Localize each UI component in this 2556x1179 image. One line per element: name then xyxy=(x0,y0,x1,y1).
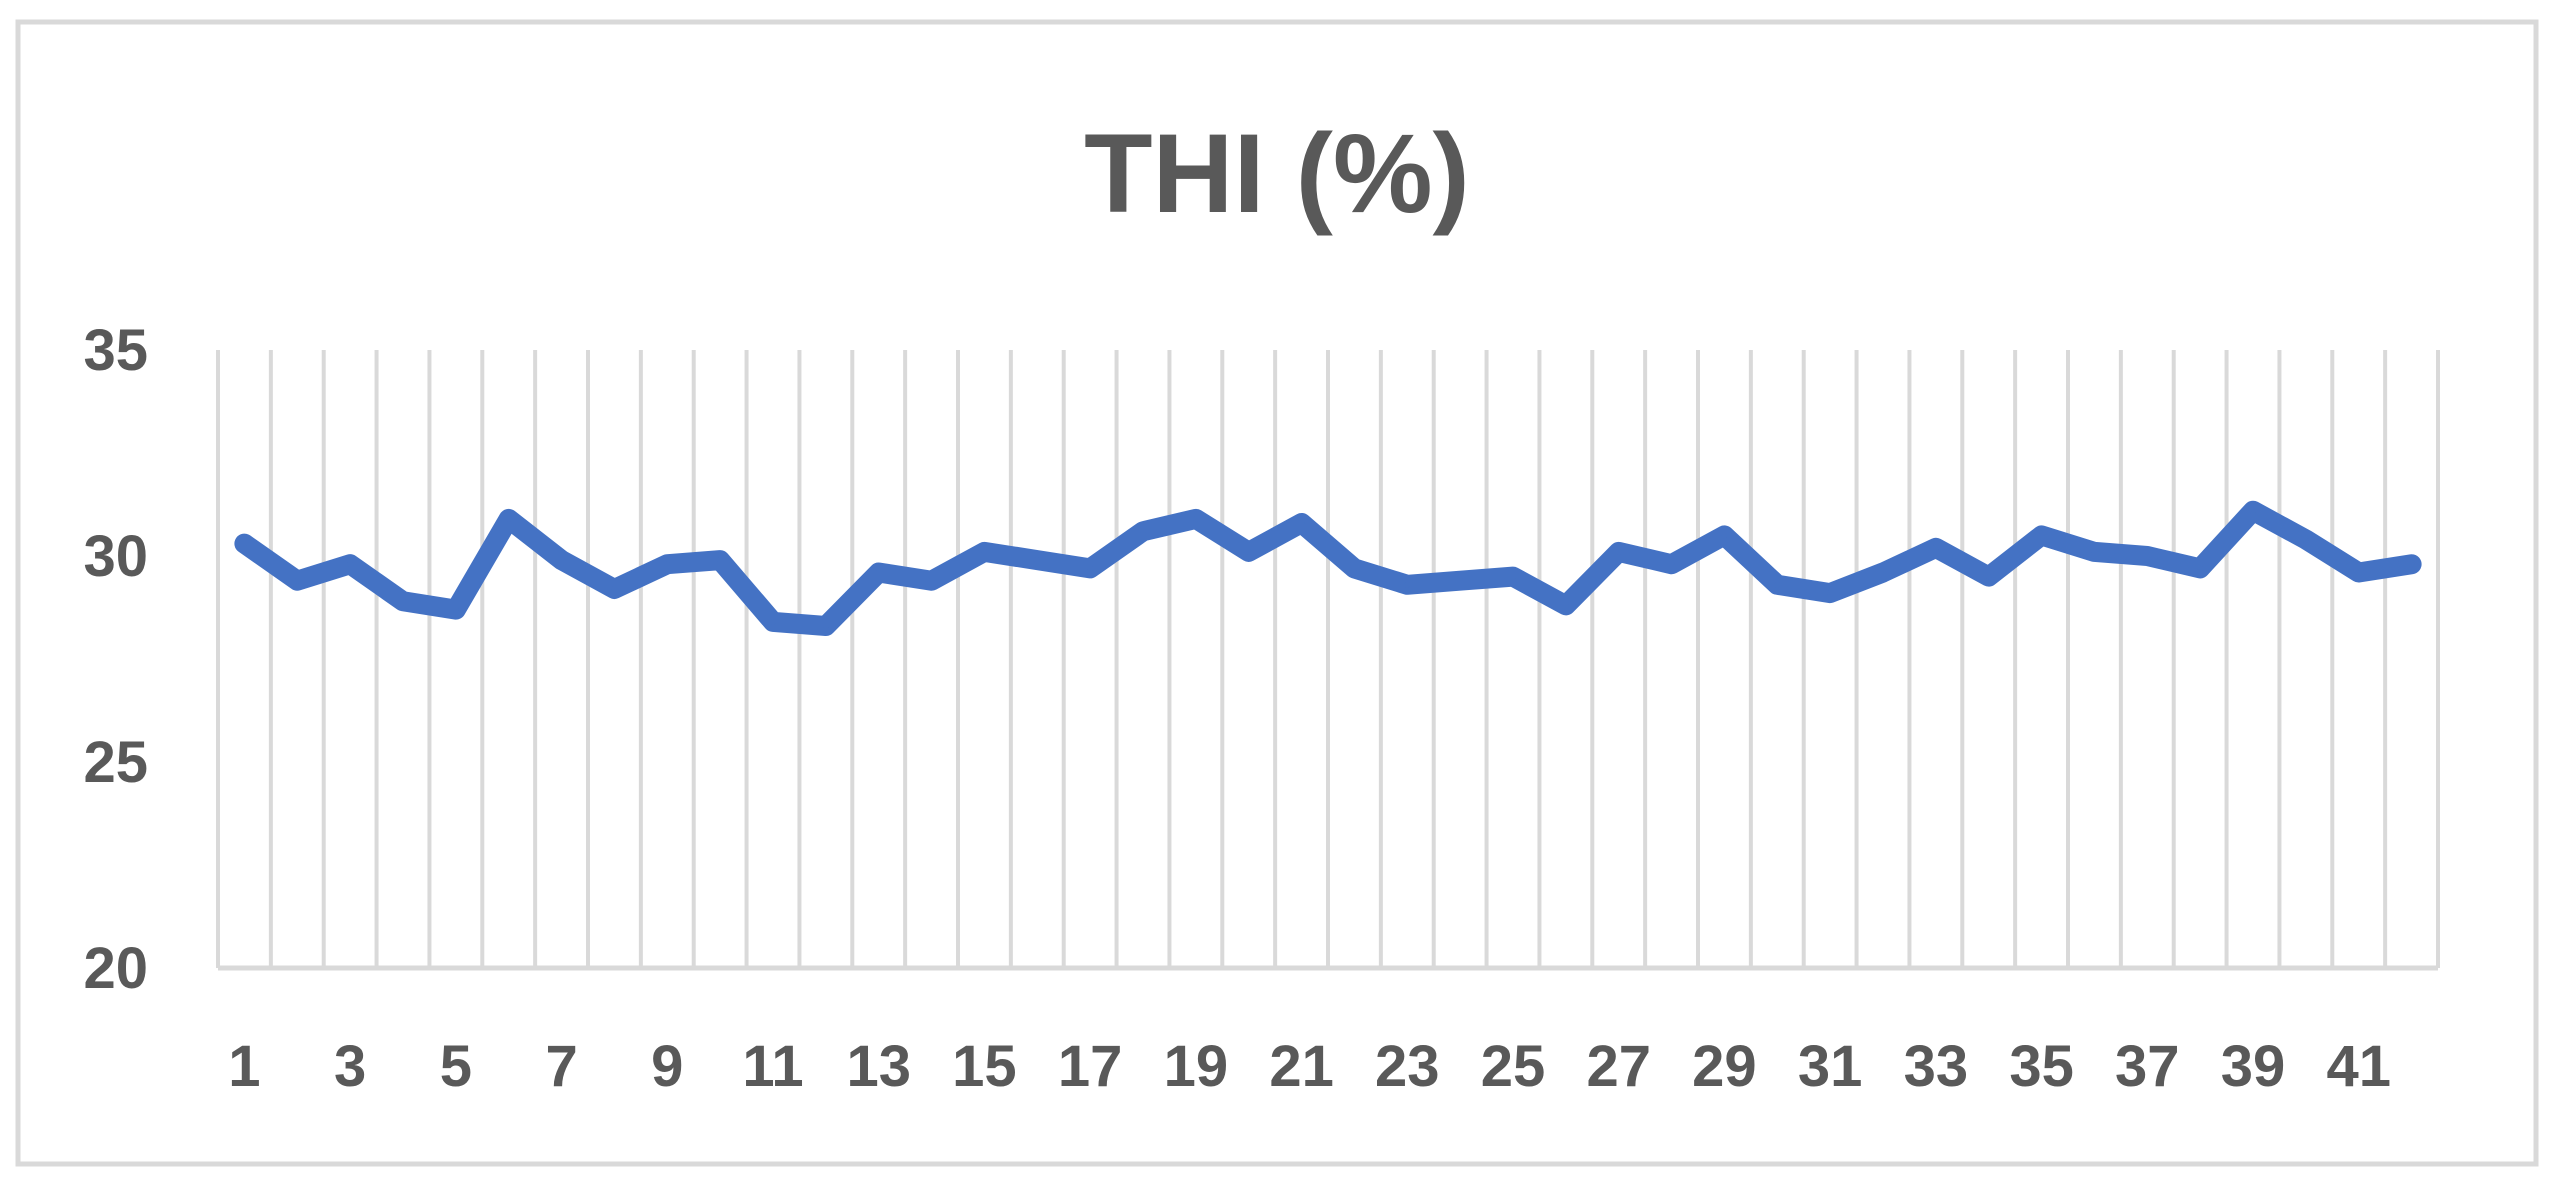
data-point xyxy=(1140,528,1146,535)
x-axis-tick-labels: 1 3 5 7 9 11 13 15 17 19 21 23 25 27 29 31 33 35 37 39 41 xyxy=(228,1034,2391,1099)
x-tick-label: 29 xyxy=(1692,1034,1757,1099)
data-point xyxy=(2355,569,2362,576)
data-point xyxy=(400,598,406,605)
x-tick-label: 23 xyxy=(1375,1034,1440,1099)
x-tick-label: 17 xyxy=(1058,1034,1123,1099)
data-point xyxy=(717,557,724,564)
data-point xyxy=(2197,565,2204,572)
data-point xyxy=(981,548,988,555)
x-tick-label: 41 xyxy=(2326,1034,2391,1099)
x-tick-label: 31 xyxy=(1798,1034,1863,1099)
data-point xyxy=(1562,602,1569,609)
data-point xyxy=(1932,544,1939,551)
data-point xyxy=(611,585,618,592)
data-point xyxy=(1298,520,1305,527)
x-tick-label: 1 xyxy=(228,1034,260,1099)
data-point xyxy=(1087,565,1094,572)
data-point xyxy=(1827,590,1834,597)
x-tick-label: 27 xyxy=(1586,1034,1651,1099)
data-point xyxy=(928,577,935,584)
data-point xyxy=(1880,569,1886,576)
data-point xyxy=(875,569,882,576)
data-point xyxy=(1510,573,1516,580)
data-point xyxy=(241,540,248,547)
x-tick-label: 21 xyxy=(1269,1034,1334,1099)
data-point xyxy=(505,515,512,522)
data-point xyxy=(1668,561,1675,568)
data-point xyxy=(1774,581,1781,588)
data-point xyxy=(822,623,829,630)
data-point xyxy=(2408,561,2415,568)
data-point xyxy=(1034,557,1041,564)
y-tick-label: 20 xyxy=(83,936,148,1001)
data-point xyxy=(1404,581,1411,588)
grid-layer xyxy=(216,350,2440,968)
data-point xyxy=(1615,548,1622,555)
x-tick-label: 3 xyxy=(334,1034,366,1099)
x-tick-label: 37 xyxy=(2115,1034,2180,1099)
x-tick-label: 15 xyxy=(952,1034,1017,1099)
x-tick-label: 11 xyxy=(742,1034,803,1099)
data-point xyxy=(2250,507,2256,514)
data-point xyxy=(2038,532,2045,539)
x-tick-label: 7 xyxy=(545,1034,577,1099)
data-point xyxy=(2091,548,2098,555)
data-point xyxy=(558,557,565,564)
x-tick-label: 13 xyxy=(846,1034,911,1099)
data-point xyxy=(1985,573,1992,580)
y-tick-label: 30 xyxy=(83,524,148,589)
data-point xyxy=(347,561,354,568)
data-point xyxy=(664,561,671,568)
data-point xyxy=(1721,532,1728,539)
data-point xyxy=(1192,515,1199,522)
data-point xyxy=(1351,565,1358,572)
y-tick-label: 35 xyxy=(83,318,148,383)
series-layer xyxy=(234,500,2422,636)
x-tick-label: 9 xyxy=(651,1034,683,1099)
x-tick-label: 19 xyxy=(1164,1034,1229,1099)
x-tick-label: 33 xyxy=(1904,1034,1969,1099)
data-point xyxy=(770,618,776,625)
data-point xyxy=(2144,553,2151,559)
x-tick-label: 25 xyxy=(1481,1034,1546,1099)
data-point xyxy=(1245,548,1252,555)
x-tick-label: 39 xyxy=(2221,1034,2286,1099)
data-point xyxy=(294,577,301,584)
data-point xyxy=(1457,577,1464,584)
x-tick-label: 35 xyxy=(2009,1034,2074,1099)
data-point xyxy=(2302,536,2309,543)
x-tick-label: 5 xyxy=(440,1034,472,1099)
data-point xyxy=(452,606,459,613)
y-axis-tick-labels: 20 25 30 35 xyxy=(83,318,148,1001)
chart-title: THI (%) xyxy=(1084,111,1470,236)
y-tick-label: 25 xyxy=(83,730,148,795)
series-line xyxy=(234,500,2422,636)
